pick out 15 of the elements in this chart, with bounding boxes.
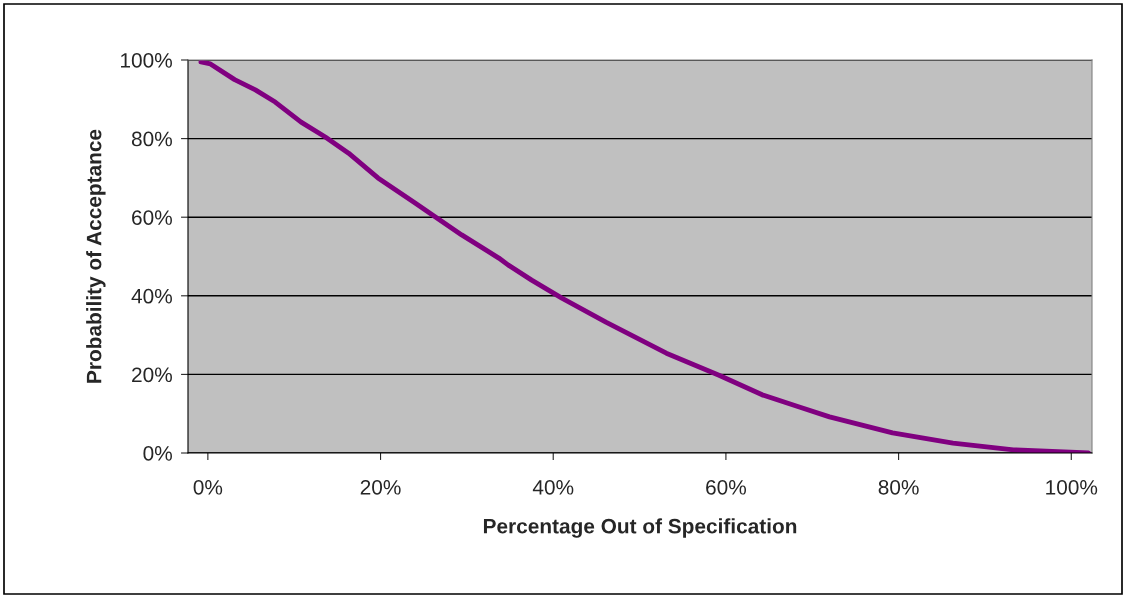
y-tick-label: 40% (131, 288, 172, 304)
y-tick-label: 60% (132, 210, 172, 225)
x-tick-label: 60% (706, 479, 747, 495)
x-tick-label: 0% (193, 479, 223, 495)
y-tick-label: 20% (132, 367, 172, 383)
x-axis-title: Percentage Out of Specification (483, 518, 797, 538)
y-tick-label: 0% (143, 446, 172, 461)
y-tick-label: 80% (131, 131, 172, 147)
x-tick-label: 40% (532, 479, 574, 495)
y-axis-title: Probability of Acceptance (86, 129, 106, 383)
x-tick-label: 100% (1046, 479, 1098, 495)
x-tick-label: 20% (360, 479, 401, 495)
x-tick-label: 80% (878, 479, 919, 495)
line-series (198, 60, 1091, 453)
y-tick-label: 100% (121, 53, 172, 68)
